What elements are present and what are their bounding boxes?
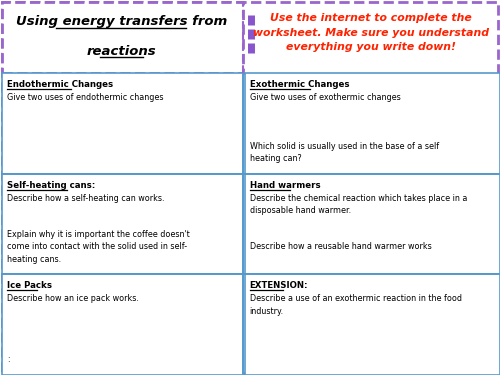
Bar (2, 274, 242, 375)
Text: EXTENSION:: EXTENSION: (250, 281, 308, 290)
Text: Exothermic Changes: Exothermic Changes (250, 80, 349, 89)
Text: Ice Packs: Ice Packs (7, 281, 52, 290)
Text: Describe how an ice pack works.




:: Describe how an ice pack works. : (7, 294, 139, 364)
Text: reactions: reactions (86, 45, 156, 58)
Text: Hand warmers: Hand warmers (250, 181, 320, 190)
Text: Describe how a self-heating can works.


Explain why it is important the coffee : Describe how a self-heating can works. E… (7, 194, 190, 264)
Bar (2, 2, 242, 73)
Text: Give two uses of endothermic changes: Give two uses of endothermic changes (7, 93, 164, 102)
Text: Use the internet to complete the
worksheet. Make sure you understand
everything : Use the internet to complete the workshe… (254, 13, 489, 52)
Text: Describe the chemical reaction which takes place in a
disposable hand warmer.


: Describe the chemical reaction which tak… (250, 194, 467, 251)
Bar (244, 274, 500, 375)
Bar (2, 174, 242, 274)
Text: Give two uses of exothermic changes



Which solid is usually used in the base o: Give two uses of exothermic changes Whic… (250, 93, 438, 163)
Bar (244, 73, 500, 174)
Text: Describe a use of an exothermic reaction in the food
industry.: Describe a use of an exothermic reaction… (250, 294, 462, 315)
Bar (244, 174, 500, 274)
Text: Endothermic Changes: Endothermic Changes (7, 80, 113, 89)
Bar (2, 73, 242, 174)
Text: Self-heating cans:: Self-heating cans: (7, 181, 95, 190)
Text: Using energy transfers from: Using energy transfers from (16, 15, 227, 28)
